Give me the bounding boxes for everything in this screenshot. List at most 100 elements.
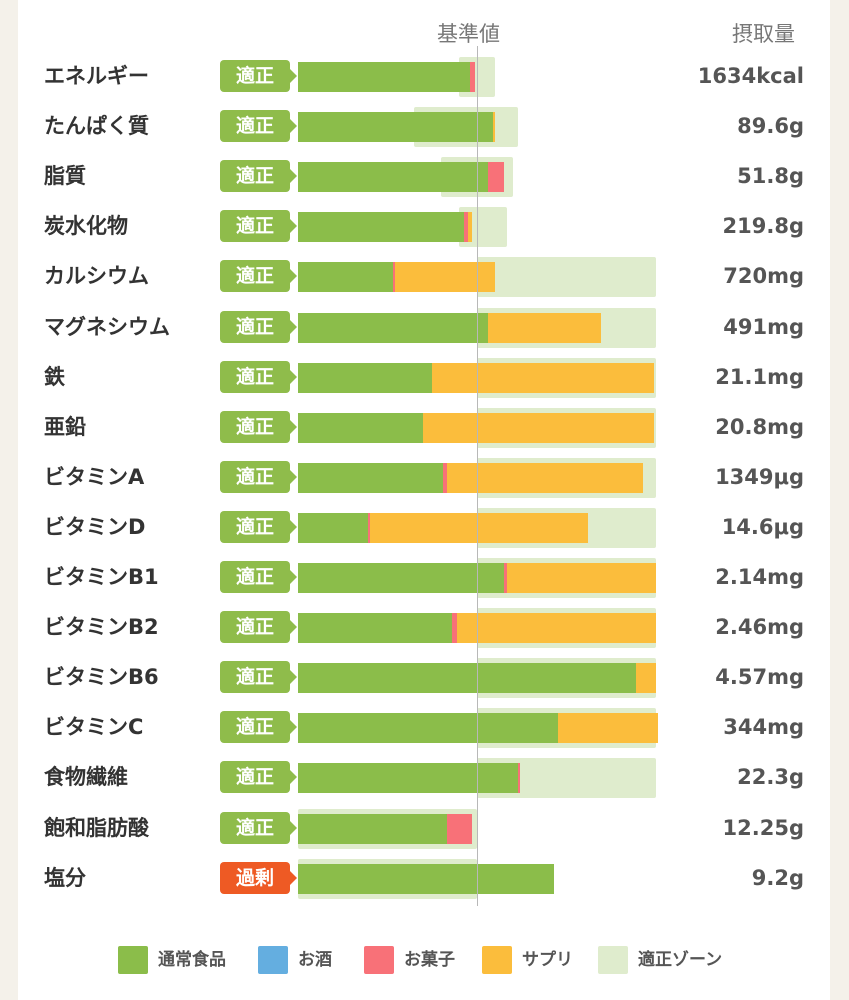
legend-label: 適正ゾーン [638,950,723,970]
nutrient-label: ビタミンB6 [44,665,159,690]
nutrient-label: 亜鉛 [44,414,86,439]
food-segment [298,813,447,844]
food-segment [298,563,504,593]
intake-value: 344mg [723,715,804,740]
status-badge: 適正 [220,410,297,443]
food-segment [298,162,488,193]
legend: 通常食品 お酒 お菓子 サプリ 適正ゾーン [0,946,849,976]
legend-label: お菓子 [404,950,455,970]
nutrient-row: エネルギー 適正 1634kcal [0,51,849,101]
supplement-segment [369,512,588,543]
reference-line [477,46,478,906]
status-badge: 適正 [220,310,297,343]
food-segment [298,112,494,143]
status-badge: 適正 [220,110,297,143]
supplement-segment [487,312,601,343]
intake-header: 摂取量 [732,22,795,46]
status-badge: 適正 [220,711,297,744]
legend-swatch [118,946,148,974]
intake-value: 14.6μg [721,514,804,539]
nutrient-label: ビタミンA [44,464,145,489]
supplement-segment [446,462,644,493]
snack-segment [469,62,476,92]
nutrient-label: 食物繊維 [44,765,128,790]
nutrient-row: ビタミンD 適正 14.6μg [0,502,849,552]
nutrient-label: ビタミンB2 [44,615,159,640]
food-segment [298,663,637,694]
legend-label: お酒 [298,950,332,970]
nutrient-row: ビタミンB6 適正 4.57mg [0,652,849,702]
nutrient-row: 塩分 過剰 9.2g [0,853,849,903]
intake-value: 1634kcal [697,64,804,88]
status-badge: 過剰 [220,861,297,894]
legend-swatch [258,946,288,974]
intake-value: 22.3g [737,765,804,790]
snack-segment [367,512,370,543]
nutrient-label: たんぱく質 [44,114,149,139]
food-segment [298,212,465,243]
legend-swatch [482,946,512,974]
legend-swatch [598,946,628,974]
intake-value: 89.6g [737,114,804,139]
status-badge: 適正 [220,160,297,193]
food-segment [298,362,433,393]
snack-segment [451,613,458,644]
food-segment [298,262,393,293]
supplement-segment [432,362,655,393]
supplement-segment [457,613,656,644]
nutrient-row: 鉄 適正 21.1mg [0,352,849,402]
status-badge: 適正 [220,761,297,794]
nutrient-row: ビタミンC 適正 344mg [0,702,849,752]
snack-segment [446,813,472,844]
nutrient-row: ビタミンA 適正 1349μg [0,452,849,502]
status-badge: 適正 [220,811,297,844]
legend-label: 通常食品 [158,950,226,970]
nutrient-row: 食物繊維 適正 22.3g [0,752,849,802]
supplement-segment [493,112,495,143]
nutrient-row: たんぱく質 適正 89.6g [0,101,849,151]
food-segment [298,512,368,543]
food-segment [298,713,558,744]
supplement-segment [636,663,656,694]
supplement-segment [507,563,656,593]
nutrient-label: 飽和脂肪酸 [44,815,149,840]
reference-header: 基準値 [437,22,500,46]
status-badge: 適正 [220,561,297,593]
nutrient-label: ビタミンD [44,514,146,539]
nutrient-row: ビタミンB1 適正 2.14mg [0,552,849,602]
snack-segment [442,462,447,493]
intake-value: 9.2g [751,865,804,890]
intake-value: 219.8g [722,214,804,239]
supplement-segment [423,412,655,443]
nutrient-label: カルシウム [44,264,149,289]
nutrient-row: マグネシウム 適正 491mg [0,302,849,352]
food-segment [298,412,424,443]
food-segment [298,613,452,644]
status-badge: 適正 [220,210,297,243]
snack-segment [392,262,395,293]
nutrient-label: 鉄 [44,364,65,389]
intake-value: 4.57mg [715,665,804,690]
nutrient-label: ビタミンB1 [44,565,159,589]
intake-value: 2.14mg [715,565,804,589]
intake-value: 51.8g [737,164,804,189]
optimal-zone [477,257,656,298]
nutrient-row: ビタミンB2 適正 2.46mg [0,602,849,652]
supplement-segment [394,262,495,293]
food-segment [298,312,488,343]
status-badge: 適正 [220,60,297,92]
nutrient-row: 亜鉛 適正 20.8mg [0,402,849,452]
nutrient-label: 炭水化物 [44,214,128,239]
nutrient-label: 脂質 [44,164,86,189]
nutrient-label: 塩分 [44,865,86,890]
legend-label: サプリ [522,950,573,970]
snack-segment [503,563,508,593]
intake-value: 20.8mg [715,414,804,439]
status-badge: 適正 [220,510,297,543]
intake-value: 491mg [723,314,804,339]
status-badge: 適正 [220,460,297,493]
snack-segment [487,162,504,193]
food-segment [298,763,519,794]
status-badge: 適正 [220,260,297,293]
intake-value: 12.25g [722,815,804,840]
